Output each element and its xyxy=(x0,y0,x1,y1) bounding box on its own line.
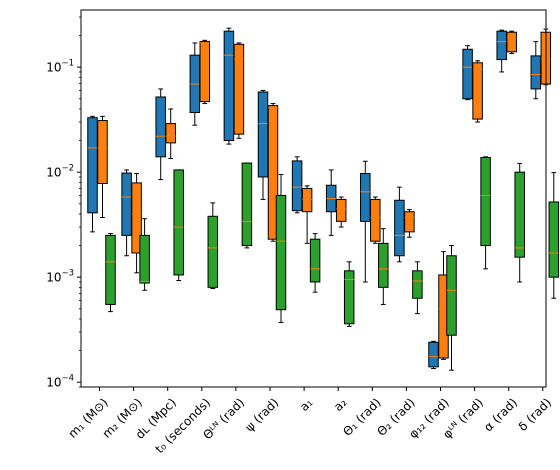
iqr-box xyxy=(301,187,313,213)
iqr-box xyxy=(199,41,211,103)
y-tick-label: 10−1 xyxy=(46,59,74,75)
iqr-box xyxy=(378,242,389,288)
iqr-box xyxy=(394,199,405,257)
box-s1-c2 xyxy=(165,108,176,159)
iqr-box xyxy=(480,156,491,247)
box-s2-c5 xyxy=(275,173,287,324)
box-s1-c5 xyxy=(267,103,279,242)
y-tick-label: 10−3 xyxy=(46,269,74,285)
boxes-layer xyxy=(87,27,560,371)
box-s0-c8 xyxy=(360,160,371,283)
iqr-box xyxy=(412,270,423,299)
box-s2-c6 xyxy=(309,233,321,293)
iqr-box xyxy=(87,117,98,214)
box-s0-c10 xyxy=(428,340,439,370)
iqr-box xyxy=(207,215,219,288)
box-s0-c7 xyxy=(325,169,337,236)
iqr-box xyxy=(139,234,150,284)
box-s1-c7 xyxy=(335,196,347,228)
axes-frame xyxy=(80,9,547,388)
box-s0-c6 xyxy=(291,156,303,214)
box-s1-c8 xyxy=(370,196,381,244)
iqr-box xyxy=(257,91,269,178)
box-s1-c1 xyxy=(131,173,142,274)
iqr-box xyxy=(173,169,184,276)
iqr-box xyxy=(506,31,517,53)
box-s2-c0 xyxy=(105,233,116,313)
box-s2-c3 xyxy=(207,202,219,290)
iqr-box xyxy=(343,270,355,325)
iqr-box xyxy=(472,62,483,120)
box-s0-c3 xyxy=(189,42,201,126)
box-s1-c11 xyxy=(472,60,483,123)
iqr-box xyxy=(446,255,457,336)
box-s2-c1 xyxy=(139,218,150,291)
iqr-box xyxy=(309,238,321,283)
box-s1-c4 xyxy=(233,42,245,139)
box-s1-c0 xyxy=(97,115,108,219)
iqr-box xyxy=(530,55,542,90)
iqr-box xyxy=(155,96,166,158)
box-s0-c4 xyxy=(223,27,235,145)
iqr-box xyxy=(121,172,132,236)
iqr-box xyxy=(291,160,303,212)
iqr-box xyxy=(131,182,142,254)
box-s2-c7 xyxy=(343,261,355,327)
box-s2-c9 xyxy=(412,261,423,315)
box-s1-c12 xyxy=(506,30,517,54)
iqr-box xyxy=(514,171,525,258)
iqr-box xyxy=(275,194,287,311)
y-tick-label: 10−2 xyxy=(46,164,74,180)
box-s2-c8 xyxy=(378,228,389,305)
box-s2-c10 xyxy=(446,245,457,371)
box-s0-c11 xyxy=(462,45,473,101)
box-s2-c2 xyxy=(173,169,184,281)
box-s2-c12 xyxy=(514,162,525,283)
box-s2-c11 xyxy=(480,156,491,270)
iqr-box xyxy=(548,201,560,278)
iqr-box xyxy=(267,105,279,240)
iqr-box xyxy=(233,43,245,135)
box-s1-c3 xyxy=(199,39,211,105)
iqr-box xyxy=(428,341,439,368)
iqr-box xyxy=(241,162,253,247)
y-tick-label: 10−4 xyxy=(46,374,74,390)
box-s2-c13 xyxy=(548,172,560,299)
iqr-box xyxy=(165,123,176,144)
iqr-box xyxy=(223,30,235,142)
iqr-box xyxy=(370,198,381,242)
box-s1-c9 xyxy=(404,209,415,238)
iqr-box xyxy=(335,198,347,222)
iqr-box xyxy=(105,234,116,305)
iqr-box xyxy=(360,173,371,222)
box-s1-c6 xyxy=(301,185,313,244)
box-s2-c4 xyxy=(241,162,253,249)
iqr-box xyxy=(97,120,108,184)
iqr-box xyxy=(462,48,473,100)
iqr-box xyxy=(496,30,507,61)
iqr-box xyxy=(404,211,415,233)
